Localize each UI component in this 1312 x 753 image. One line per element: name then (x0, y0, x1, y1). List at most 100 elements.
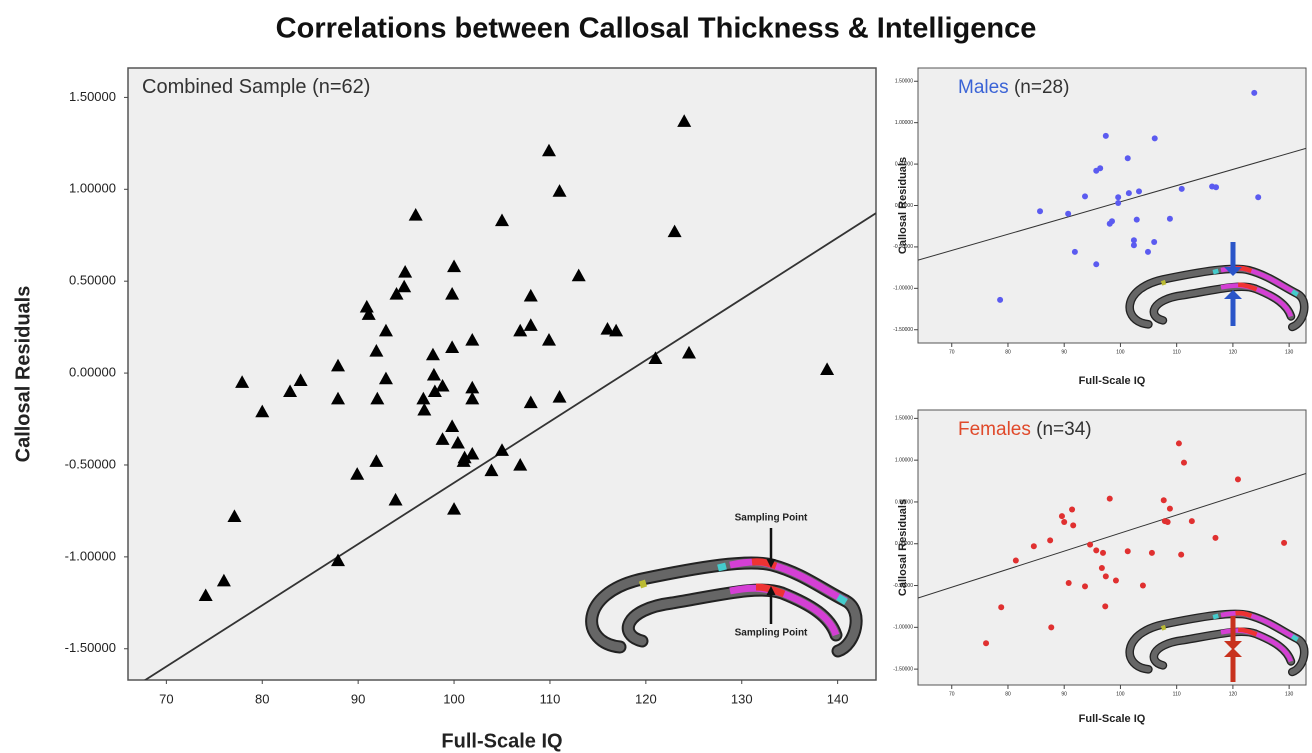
x-tick-label: 70 (159, 691, 173, 706)
point (1166, 215, 1173, 222)
point (1212, 534, 1219, 541)
point (1047, 537, 1054, 544)
y-tick-label: 0.50000 (895, 161, 913, 167)
point (445, 419, 460, 432)
y-tick-label: 1.50000 (895, 79, 913, 85)
point (541, 143, 556, 157)
arrow-head (1224, 641, 1242, 650)
point (361, 307, 376, 320)
point (457, 450, 472, 464)
point (1071, 248, 1078, 255)
callosum-inset (1125, 264, 1309, 332)
y-tick-label: 1.50000 (895, 416, 913, 422)
callosum-region (1212, 268, 1219, 275)
point (350, 467, 365, 480)
plot-area (917, 67, 1307, 344)
y-axis-label: Callosal Residuals (897, 157, 909, 254)
point (1012, 557, 1019, 564)
point (435, 378, 450, 392)
point (541, 333, 556, 346)
point (1106, 495, 1113, 502)
point (1124, 155, 1131, 162)
point (389, 287, 404, 300)
point (331, 391, 346, 405)
point (1151, 238, 1158, 245)
x-tick-label: 70 (949, 349, 955, 355)
callosum-region (1160, 279, 1167, 286)
point (1093, 167, 1100, 174)
point (1082, 583, 1089, 590)
callosum-sample (1235, 610, 1253, 619)
point (465, 380, 480, 394)
point (1102, 132, 1109, 139)
point (435, 432, 450, 445)
panel-label-n: (n=34) (1036, 419, 1091, 440)
y-tick-label: -1.50000 (893, 327, 913, 333)
x-tick-label: 100 (443, 691, 465, 706)
point (648, 351, 663, 364)
y-tick-label: 0.50000 (69, 273, 116, 288)
point (1030, 543, 1037, 550)
point (1093, 261, 1100, 268)
point (1087, 541, 1094, 548)
point (1125, 190, 1132, 197)
point (1112, 577, 1119, 584)
x-tick-label: 130 (731, 691, 753, 706)
arrow-head (766, 559, 776, 568)
y-tick-label: 0.50000 (895, 499, 913, 505)
point (408, 208, 423, 221)
panel-label-n: (n=28) (1014, 77, 1069, 98)
point (998, 604, 1005, 611)
x-tick-label: 80 (255, 691, 269, 706)
point (293, 373, 308, 387)
point (1115, 200, 1122, 207)
x-tick-label: 130 (1285, 349, 1294, 355)
x-tick-label: 120 (635, 691, 657, 706)
point (1160, 497, 1167, 504)
point (426, 367, 441, 381)
inset-label: Sampling Point (735, 628, 808, 639)
point (484, 463, 499, 477)
point (397, 279, 412, 293)
y-tick-label: -0.50000 (65, 456, 116, 471)
y-tick-label: 1.50000 (69, 89, 116, 104)
y-tick-label: -1.00000 (65, 548, 116, 563)
point (600, 321, 615, 335)
point (417, 402, 432, 416)
x-tick-label: 80 (1005, 349, 1011, 355)
point (1102, 603, 1109, 610)
arrow-head (766, 586, 776, 595)
point (427, 384, 442, 398)
callosum-sample (1238, 282, 1258, 292)
point (682, 345, 696, 359)
point (1124, 548, 1131, 555)
point (1082, 193, 1089, 200)
point (609, 323, 624, 337)
point (523, 318, 538, 331)
point (1069, 506, 1076, 513)
point (445, 287, 460, 300)
panel-label-main: Combined Sample (n=62) (142, 76, 370, 98)
point (1144, 248, 1151, 255)
point (1100, 549, 1107, 556)
point (445, 340, 460, 353)
point (447, 259, 462, 273)
point (227, 509, 242, 523)
point (1281, 539, 1288, 546)
point (1234, 476, 1241, 483)
point (416, 391, 431, 405)
x-axis-label: Full-Scale IQ (1079, 375, 1146, 387)
point (465, 446, 480, 460)
point (370, 391, 385, 405)
y-axis-label: Callosal Residuals (12, 286, 34, 463)
point (255, 404, 270, 418)
panel-label-main: Males (958, 77, 1009, 98)
point (983, 640, 990, 647)
point (523, 288, 538, 302)
callosum-sample (1238, 627, 1258, 637)
point (388, 492, 403, 506)
plot-area (127, 67, 877, 681)
y-tick-label: 1.00000 (895, 120, 913, 126)
x-tick-label: 110 (1173, 691, 1181, 697)
point (1135, 188, 1142, 195)
